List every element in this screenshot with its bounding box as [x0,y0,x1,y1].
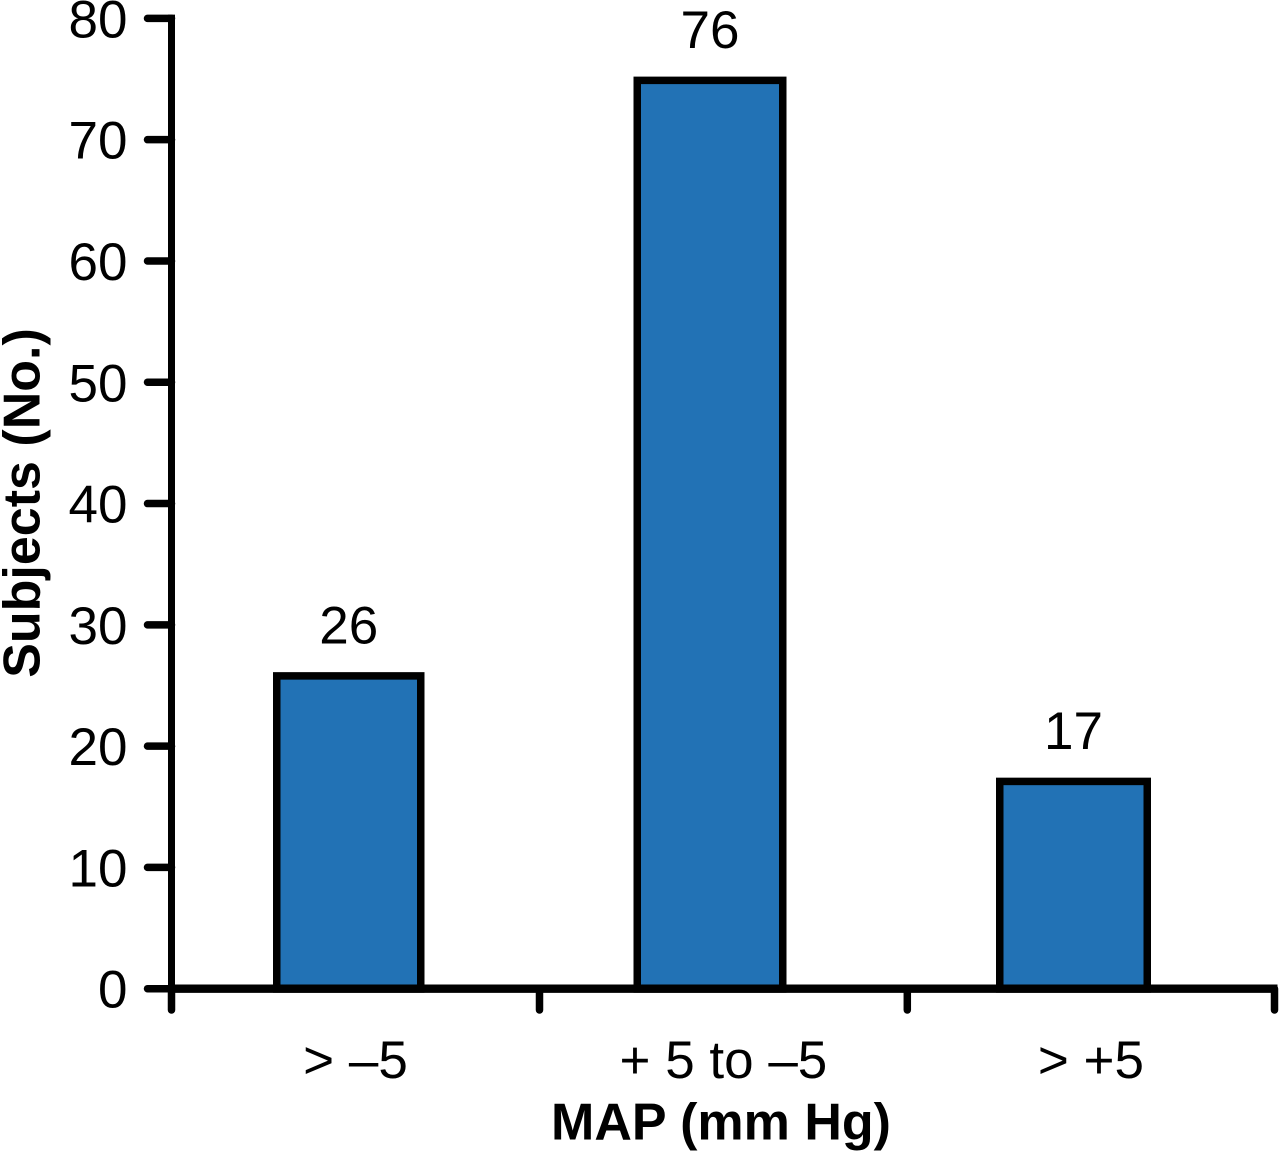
y-tick-label-80: 80 [69,0,128,49]
y-tick-label-20: 20 [69,718,128,777]
y-tick-label-10: 10 [69,839,128,898]
y-tick-label-60: 60 [69,233,128,292]
bar-2 [633,76,787,993]
x-axis-title: MAP (mm Hg) [551,1094,891,1152]
bar-value-label-3: 17 [1044,702,1103,761]
y-tick-label-50: 50 [69,354,128,413]
y-tick-label-30: 30 [69,597,128,656]
y-tick-label-40: 40 [69,476,128,535]
y-tick-label-0: 0 [98,961,127,1020]
bar-value-label-1: 26 [319,597,378,656]
y-axis-title: Subjects (No.) [0,328,52,678]
bar-value-label-2: 76 [681,1,740,60]
x-category-label-3: > +5 [1038,1031,1144,1090]
x-category-label-1: > –5 [303,1031,408,1090]
y-tick-label-70: 70 [69,112,128,171]
bar-3 [996,777,1151,993]
x-category-label-2: + 5 to –5 [620,1031,828,1090]
bar-1 [273,672,425,993]
